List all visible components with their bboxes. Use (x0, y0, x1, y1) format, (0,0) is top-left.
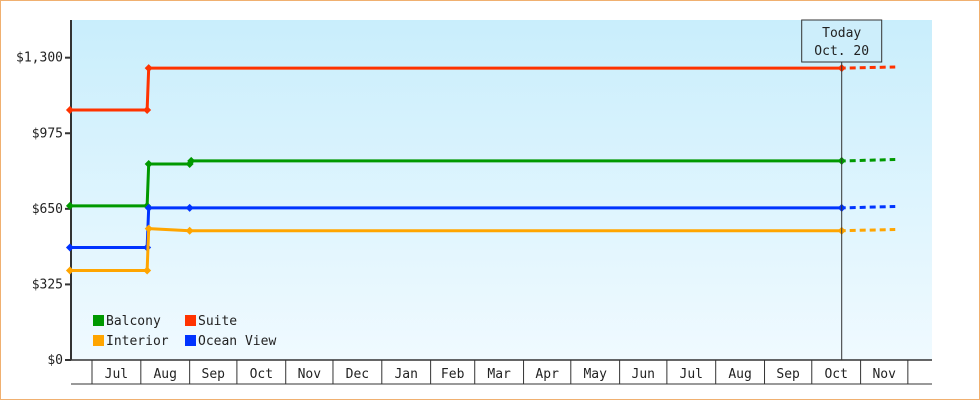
data-point-interior[interactable] (185, 226, 194, 235)
y-tick-label: $325 (32, 277, 63, 292)
data-point-suite[interactable] (65, 106, 74, 114)
series-line-suite (69, 66, 842, 112)
series-line-balcony (69, 159, 842, 208)
legend-label: Interior (106, 334, 169, 349)
y-tick-label: $650 (32, 202, 63, 217)
legend-label: Ocean View (198, 334, 276, 349)
x-tick-label: May (583, 367, 607, 382)
legend-swatch (185, 315, 196, 326)
data-point-balcony[interactable] (187, 156, 196, 165)
x-tick-label: Nov (298, 367, 322, 382)
data-point-balcony[interactable] (65, 201, 74, 210)
x-axis: Jul Aug Sep Oct Nov Dec Jan Feb Mar Apr May Jun Jul A… (71, 359, 932, 385)
legend: Balcony Suite Interior Ocean View (93, 314, 276, 349)
data-point-ocean-view[interactable] (185, 203, 194, 212)
x-tick-label: Mar (487, 367, 511, 382)
x-tick-label: Dec (346, 367, 369, 382)
legend-swatch (93, 335, 104, 346)
x-tick-label: Jul (105, 367, 128, 382)
y-tick-label: $1,300 (16, 51, 63, 66)
today-marker: Today Oct. 20 (801, 19, 883, 360)
x-tick-label: Aug (153, 367, 176, 382)
data-point-interior[interactable] (65, 266, 74, 275)
data-point-ocean-view[interactable] (144, 203, 153, 212)
x-tick-label: Apr (535, 367, 559, 382)
x-tick-label: Feb (441, 367, 465, 382)
data-point-suite[interactable] (143, 106, 152, 114)
x-tick-label: Jul (680, 367, 703, 382)
legend-label: Balcony (106, 314, 161, 329)
legend-label: Suite (198, 314, 237, 329)
legend-swatch (93, 315, 104, 326)
x-tick-label: Jan (394, 367, 417, 382)
y-tick-label: $975 (32, 126, 63, 141)
x-tick-label: Sep (202, 367, 226, 382)
data-point-interior[interactable] (144, 224, 153, 233)
data-point-balcony[interactable] (144, 159, 153, 168)
x-tick-label: Aug (728, 367, 751, 382)
data-point-ocean-view[interactable] (65, 243, 74, 252)
today-label: Today (822, 26, 861, 41)
x-tick-label: Sep (776, 367, 800, 382)
y-tick-label: $0 (47, 353, 63, 368)
today-date: Oct. 20 (814, 44, 869, 59)
series-group (65, 64, 896, 275)
x-tick-label: Nov (872, 367, 896, 382)
x-tick-label: Jun (632, 367, 655, 382)
legend-swatch (185, 335, 196, 346)
plot-area (71, 20, 932, 360)
forecast-line-suite (841, 65, 896, 70)
y-axis: $0 $325 $650 $975 $1,300 (16, 20, 72, 368)
data-point-interior[interactable] (143, 266, 152, 275)
data-point-suite[interactable] (144, 64, 153, 73)
forecast-line-balcony (841, 158, 896, 163)
today-box (801, 19, 883, 63)
forecast-line-ocean-view (841, 205, 896, 210)
forecast-line-interior (841, 228, 896, 233)
x-tick-label: Oct (824, 367, 847, 382)
x-tick-label: Oct (250, 367, 273, 382)
